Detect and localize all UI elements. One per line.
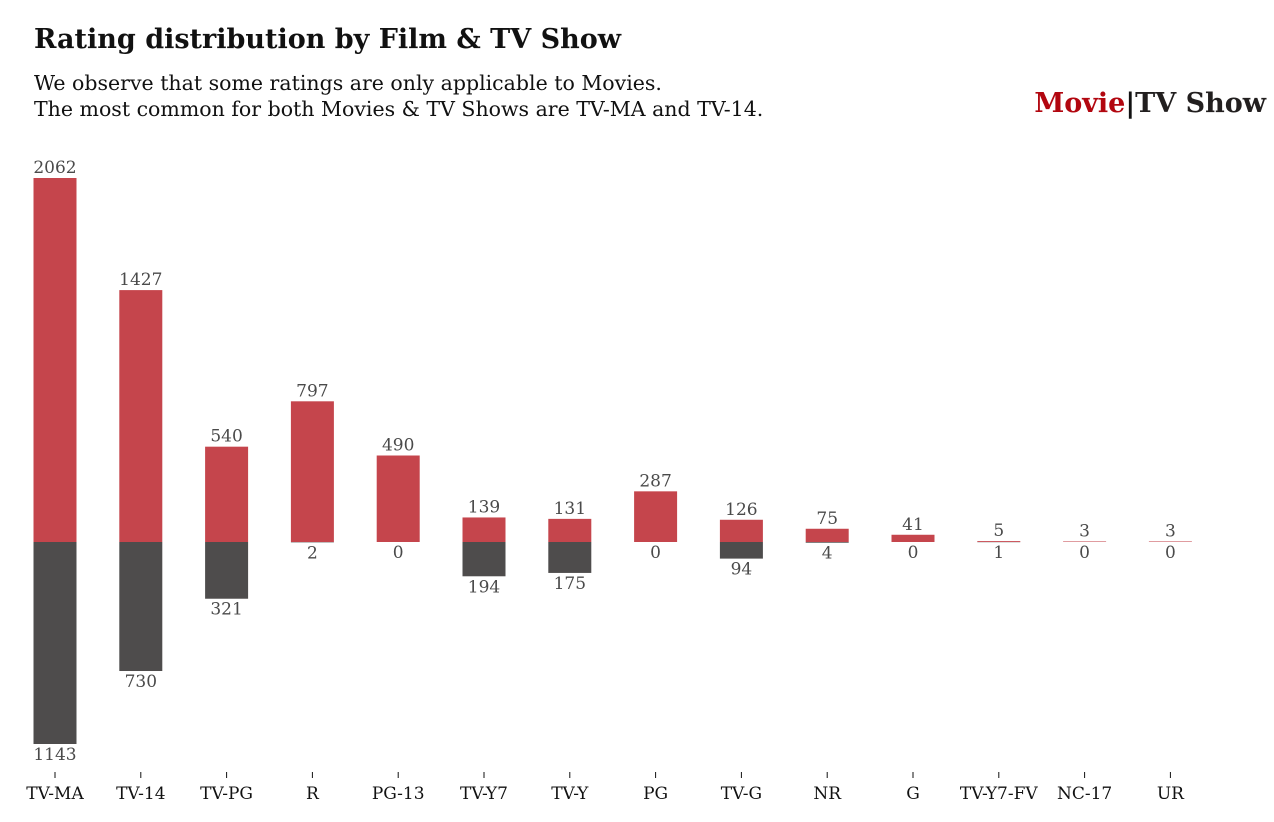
movie-bar xyxy=(634,491,678,542)
bar-group: 131 175 TV-Y xyxy=(548,499,592,804)
x-tick-label: TV-14 xyxy=(116,784,165,804)
movie-bar xyxy=(1063,541,1107,542)
movie-value-label: 139 xyxy=(468,497,500,517)
bar-group: 2062 1143 TV-MA xyxy=(26,158,84,804)
movie-bar xyxy=(1148,541,1192,542)
x-tick-label: TV-Y7 xyxy=(460,784,508,804)
x-tick-label: TV-PG xyxy=(200,784,253,804)
bar-group: 30 NC-17 xyxy=(1057,521,1112,804)
movie-bar xyxy=(719,519,763,542)
tv-show-value-label: 175 xyxy=(554,574,586,594)
movie-value-label: 131 xyxy=(554,499,586,519)
movie-value-label: 797 xyxy=(296,381,328,401)
movie-value-label: 490 xyxy=(382,436,414,456)
bar-group: 75 4 NR xyxy=(805,509,849,804)
movie-bar xyxy=(376,455,420,542)
x-tick-label: NR xyxy=(813,784,842,804)
chart-title: Rating distribution by Film & TV Show xyxy=(34,24,621,55)
movie-value-label: 41 xyxy=(902,515,924,535)
tv-show-bar xyxy=(805,542,849,543)
bar-group: 126 94 TV-G xyxy=(719,500,763,804)
x-tick-label: NC-17 xyxy=(1057,784,1112,804)
tv-show-bar xyxy=(33,542,77,744)
bar-group: 797 2 R xyxy=(290,381,334,804)
bar-group: 1427 730 TV-14 xyxy=(116,270,165,804)
x-tick-label: TV-G xyxy=(721,784,762,804)
x-tick-label: G xyxy=(906,784,920,804)
x-tick-label: PG-13 xyxy=(372,784,425,804)
movie-value-label: 1427 xyxy=(119,270,162,290)
bar-group: 540 321 TV-PG xyxy=(200,427,253,804)
tv-show-value-label: 321 xyxy=(210,600,242,620)
tv-show-value-label: 0 xyxy=(650,543,661,563)
x-tick-label: R xyxy=(306,784,320,804)
movie-bar xyxy=(290,401,334,542)
movie-value-label: 3 xyxy=(1079,521,1090,541)
tv-show-value-label: 4 xyxy=(822,544,833,564)
movie-value-label: 287 xyxy=(639,471,671,491)
movie-bar xyxy=(977,541,1021,542)
tv-show-value-label: 1143 xyxy=(33,745,76,765)
subtitle-line-2: The most common for both Movies & TV Sho… xyxy=(34,97,764,121)
movie-value-label: 2062 xyxy=(33,158,76,178)
movie-value-label: 5 xyxy=(993,521,1004,541)
tv-show-value-label: 1 xyxy=(993,543,1004,563)
bar-group: 139 194 TV-Y7 xyxy=(460,497,508,804)
x-tick-label: PG xyxy=(643,784,668,804)
tv-show-value-label: 0 xyxy=(908,543,919,563)
x-tick-label: TV-MA xyxy=(26,784,84,804)
x-tick-label: UR xyxy=(1157,784,1185,804)
movie-bar xyxy=(548,518,592,542)
bar-group: 41 0 G xyxy=(891,515,935,804)
movie-bar xyxy=(205,446,249,542)
legend-tv-show: TV Show xyxy=(1135,88,1266,119)
tv-show-value-label: 730 xyxy=(125,672,157,692)
movie-value-label: 3 xyxy=(1165,521,1176,541)
bar-group: 490 0 PG-13 xyxy=(372,436,425,805)
movie-bar xyxy=(462,517,506,542)
legend-separator: | xyxy=(1125,88,1136,119)
movie-bar xyxy=(891,534,935,542)
tv-show-value-label: 194 xyxy=(468,577,500,597)
tv-show-bar xyxy=(548,542,592,573)
subtitle-line-1: We observe that some ratings are only ap… xyxy=(34,71,662,95)
chart-subtitle: We observe that some ratings are only ap… xyxy=(34,70,763,122)
tv-show-value-label: 0 xyxy=(1079,543,1090,563)
movie-bar xyxy=(119,290,163,542)
tv-show-bar xyxy=(119,542,163,672)
legend-movie: Movie xyxy=(1034,88,1126,119)
movie-value-label: 75 xyxy=(816,509,838,529)
tv-show-bar xyxy=(462,542,506,577)
tv-show-value-label: 0 xyxy=(1165,543,1176,563)
legend: Movie|TV Show xyxy=(1034,88,1266,119)
tv-show-bar xyxy=(205,542,249,599)
x-tick-label: TV-Y xyxy=(551,784,589,804)
bar-group: 287 0 PG xyxy=(634,471,678,804)
movie-bar xyxy=(33,178,77,542)
x-tick-label: TV-Y7-FV xyxy=(960,784,1039,804)
tv-show-value-label: 2 xyxy=(307,543,318,563)
tv-show-bar xyxy=(719,542,763,559)
bar-group: 51 TV-Y7-FV xyxy=(960,521,1039,804)
bar-group: 30 UR xyxy=(1148,521,1192,804)
movie-value-label: 126 xyxy=(725,500,757,520)
tv-show-value-label: 94 xyxy=(731,560,753,580)
tv-show-value-label: 0 xyxy=(393,543,404,563)
movie-bar xyxy=(805,528,849,542)
movie-value-label: 540 xyxy=(210,427,242,447)
